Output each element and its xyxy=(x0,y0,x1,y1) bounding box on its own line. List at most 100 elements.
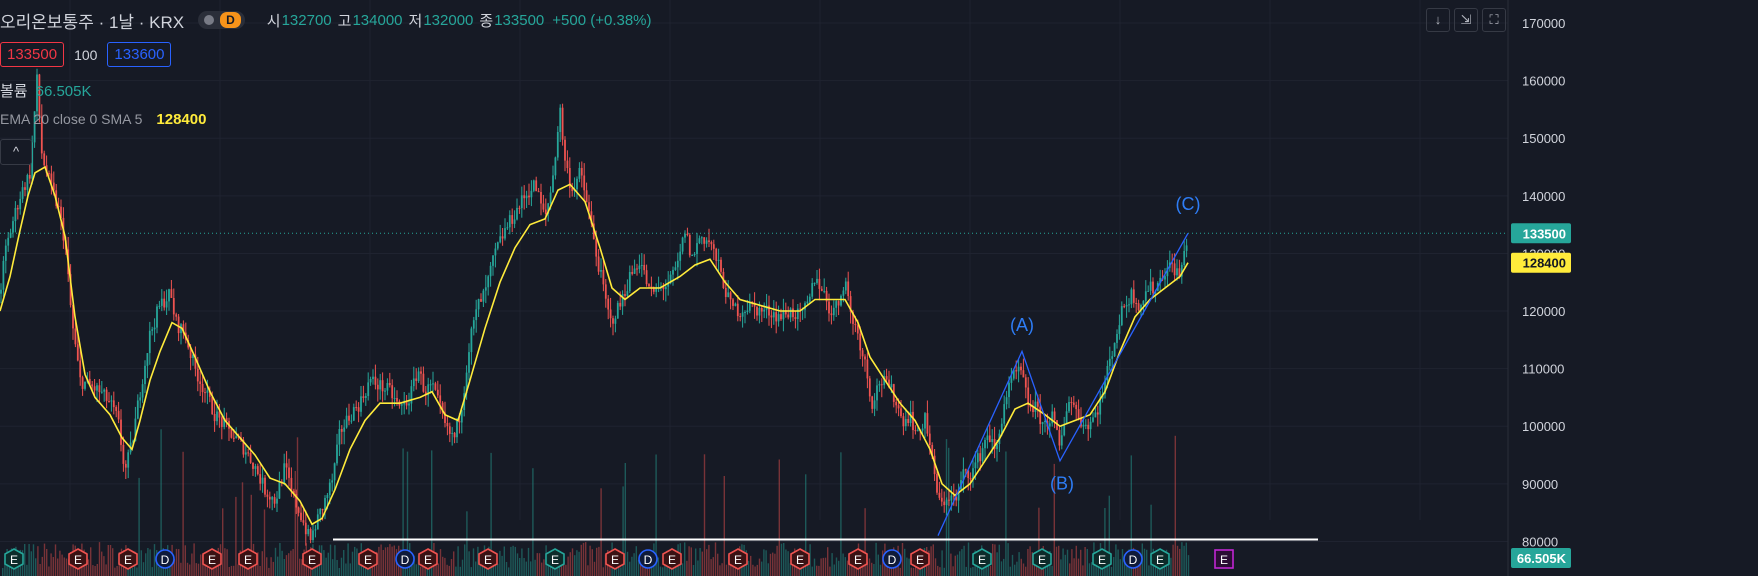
earnings-marker-icon[interactable] xyxy=(1150,548,1170,570)
buy-button[interactable]: 133600 xyxy=(107,42,172,67)
volume-bar xyxy=(598,546,600,576)
candle-body xyxy=(432,383,434,385)
candle-body xyxy=(705,240,708,244)
earnings-marker-icon[interactable] xyxy=(972,548,992,570)
candle-body xyxy=(343,427,346,432)
volume-bar xyxy=(1060,559,1062,576)
volume-bar xyxy=(527,547,530,576)
candle-body xyxy=(194,354,197,369)
earnings-marker-icon[interactable] xyxy=(302,548,322,570)
dividend-marker-icon[interactable] xyxy=(638,549,658,569)
dividend-marker-icon[interactable] xyxy=(882,549,902,569)
candle-body xyxy=(50,173,53,183)
earnings-marker-icon[interactable] xyxy=(68,548,88,570)
earnings-marker-icon[interactable] xyxy=(478,548,498,570)
candle-body xyxy=(756,306,758,316)
earnings-marker-icon[interactable] xyxy=(358,548,378,570)
candle-body xyxy=(871,396,874,409)
candle-body xyxy=(192,354,194,358)
volume-bar xyxy=(932,544,934,576)
candle-body xyxy=(583,175,586,191)
candle-body xyxy=(254,466,257,469)
candle-body xyxy=(220,417,223,427)
candle-body xyxy=(1053,411,1056,421)
event-marker-letter: D xyxy=(161,553,170,567)
volume-bar xyxy=(1084,547,1086,576)
earnings-marker-icon[interactable] xyxy=(790,548,810,570)
candle-body xyxy=(952,495,955,497)
candle-body xyxy=(122,444,125,464)
data-mode-toggle[interactable]: D xyxy=(198,11,245,29)
event-marker-letter: E xyxy=(484,553,492,567)
candle-body xyxy=(542,203,545,210)
candle-body xyxy=(182,324,185,333)
earnings-marker-icon[interactable] xyxy=(418,548,438,570)
candle-body xyxy=(924,413,926,429)
volume-bar xyxy=(384,547,387,576)
scroll-down-button[interactable]: ↓ xyxy=(1426,8,1450,32)
candle-body xyxy=(885,376,888,380)
volume-bar xyxy=(906,557,908,576)
candle-body xyxy=(1056,420,1058,430)
dividend-marker-icon[interactable] xyxy=(395,549,415,569)
ema-legend[interactable]: EMA 20 close 0 SMA 5 128400 xyxy=(0,111,206,128)
symbol-title[interactable]: 오리온보통주 · 1날 · KRX xyxy=(0,12,185,32)
sell-button[interactable]: 133500 xyxy=(0,42,65,67)
collapse-pane-button[interactable]: ⇲ xyxy=(1454,8,1478,32)
order-row: 133500 100 133600 xyxy=(0,42,172,67)
earnings-marker-icon[interactable] xyxy=(238,548,258,570)
volume-bar xyxy=(1170,557,1172,576)
candle-body xyxy=(396,398,398,402)
volume-bar xyxy=(1146,549,1148,576)
volume-bar xyxy=(629,561,631,576)
volume-bar xyxy=(510,546,512,576)
candle-body xyxy=(825,290,828,302)
volume-bar xyxy=(450,559,453,576)
volume-bar xyxy=(624,463,626,576)
volume-bar xyxy=(200,554,202,576)
candle-body xyxy=(278,481,281,499)
collapse-legend-button[interactable]: ^ xyxy=(0,139,32,165)
candle-body xyxy=(568,168,571,188)
dividend-marker-icon[interactable] xyxy=(1123,549,1143,569)
dividend-marker-icon[interactable] xyxy=(155,549,175,569)
volume-bar xyxy=(620,567,622,576)
candle-body xyxy=(38,74,41,117)
chevron-up-icon: ^ xyxy=(12,144,20,159)
volume-bar xyxy=(972,567,974,576)
candle-body xyxy=(31,142,34,179)
maximize-pane-button[interactable]: ⛶ xyxy=(1482,8,1506,32)
event-marker-letter: E xyxy=(1038,553,1046,567)
candle-body xyxy=(472,320,475,329)
earnings-marker-icon[interactable] xyxy=(728,548,748,570)
volume-legend[interactable]: 볼륨 66.505K xyxy=(0,80,92,101)
candle-body xyxy=(436,389,439,396)
candle-body xyxy=(652,287,655,292)
earnings-marker-icon[interactable] xyxy=(545,548,565,570)
earnings-marker-icon[interactable] xyxy=(202,548,222,570)
high-label: 고 xyxy=(337,12,352,30)
volume-label: 볼륨 xyxy=(0,83,28,100)
volume-bar xyxy=(879,564,882,576)
earnings-marker-icon[interactable] xyxy=(118,548,138,570)
earnings-marker-icon[interactable] xyxy=(910,548,930,570)
candle-body xyxy=(703,237,706,244)
earnings-marker-icon[interactable] xyxy=(1032,548,1052,570)
volume-bar xyxy=(714,542,717,576)
volume-bar xyxy=(138,477,140,576)
volume-bar xyxy=(4,560,6,576)
volume-bar xyxy=(543,559,545,576)
earnings-marker-icon[interactable] xyxy=(662,548,682,570)
volume-bar xyxy=(765,550,767,576)
candle-body xyxy=(225,418,228,422)
candle-body xyxy=(1096,412,1099,415)
candle-body xyxy=(314,529,317,531)
earnings-marker-icon[interactable] xyxy=(4,548,24,570)
earnings-marker-icon[interactable] xyxy=(848,548,868,570)
volume-bar xyxy=(145,553,147,576)
candle-body xyxy=(1000,423,1003,434)
earnings-marker-icon[interactable] xyxy=(1092,548,1112,570)
earnings-upcoming-icon[interactable] xyxy=(1214,549,1234,569)
earnings-marker-icon[interactable] xyxy=(605,548,625,570)
